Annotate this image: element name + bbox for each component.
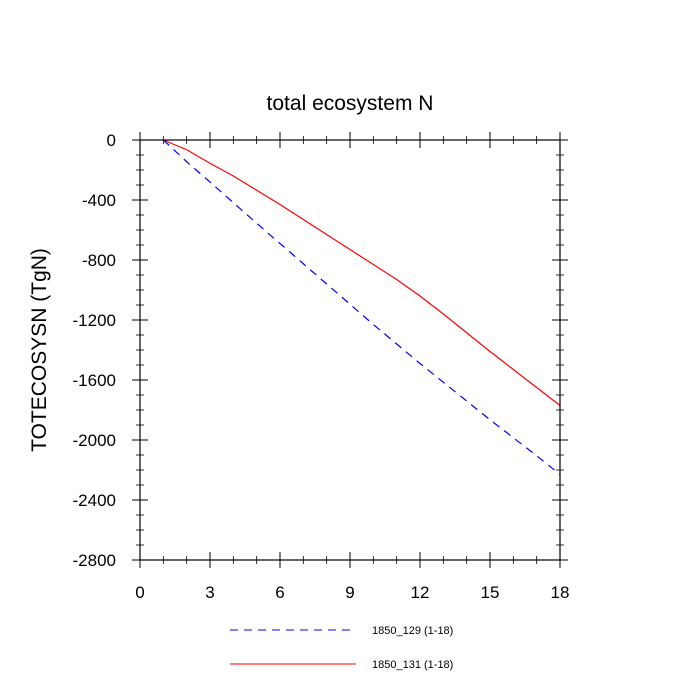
y-tick-label: -1200: [73, 311, 116, 330]
x-tick-label: 15: [481, 583, 500, 602]
y-tick-label: 0: [107, 131, 116, 150]
y-tick-label: -2400: [73, 491, 116, 510]
chart-title: total ecosystem N: [267, 92, 434, 115]
legend-label-2: 1850_131 (1-18): [372, 659, 453, 671]
series-layer: [162, 139, 561, 475]
legend: 1850_129 (1-18) 1850_131 (1-18): [230, 625, 453, 671]
x-tick-label: 12: [411, 583, 430, 602]
axes-layer: 0 3 6 9 12 15 18 0 -400 -800 -1200 -1600 -2000 -2400 -…: [73, 131, 570, 602]
series-line-2: [163, 139, 561, 406]
x-tick-label: 3: [205, 583, 214, 602]
y-axis-label: TOTECOSYSN (TgN): [28, 248, 51, 452]
legend-label-1: 1850_129 (1-18): [372, 625, 453, 637]
x-tick-label: 18: [551, 583, 570, 602]
y-tick-label: -1600: [73, 371, 116, 390]
x-tick-label: 0: [135, 583, 144, 602]
plot-frame: [139, 139, 561, 561]
series-line-1: [162, 139, 561, 475]
x-tick-label: 6: [275, 583, 284, 602]
y-tick-label: -2000: [73, 431, 116, 450]
x-tick-label: 9: [345, 583, 354, 602]
y-tick-label: -400: [82, 191, 116, 210]
y-tick-label: -800: [82, 251, 116, 270]
y-tick-label: -2800: [73, 551, 116, 570]
